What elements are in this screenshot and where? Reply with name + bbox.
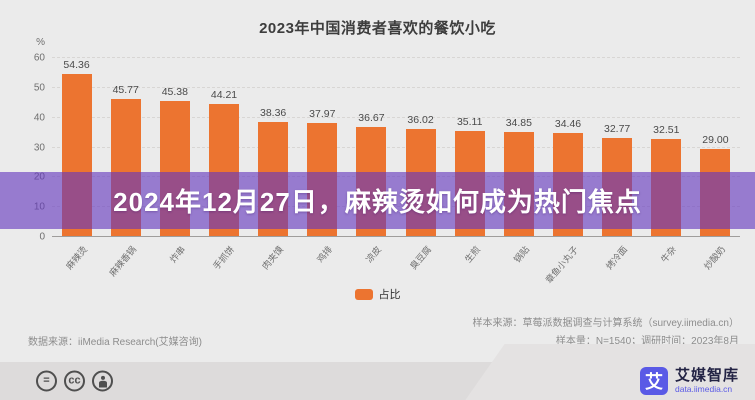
x-axis-label-肉夹馍: 肉夹馍	[260, 244, 286, 272]
cc-license-icons: = cc	[36, 370, 113, 392]
x-axis-label-炸串: 炸串	[167, 244, 188, 265]
x-axis-label-生煎: 生煎	[462, 244, 482, 265]
cc-icon: cc	[64, 370, 85, 392]
equals-icon: =	[36, 370, 57, 392]
brand-name: 艾媒智库	[674, 367, 739, 385]
x-axis-label-烤冷面: 烤冷面	[604, 244, 630, 272]
bar-value-label: 45.38	[161, 85, 188, 98]
y-tick-label: 30	[33, 142, 45, 153]
bar-value-label: 36.67	[358, 111, 385, 124]
legend-label: 占比	[378, 289, 401, 301]
iimedia-logo-icon: 艾	[639, 367, 668, 395]
data-source-note: 数据来源：iiMedia Research(艾媒咨询)	[28, 337, 202, 348]
x-axis-label-鸡排: 鸡排	[315, 244, 335, 265]
gridline-0: 0	[39, 232, 740, 243]
bar-value-label: 54.36	[63, 58, 90, 71]
y-tick-label: 0	[39, 231, 45, 243]
bar-value-label: 32.51	[653, 124, 680, 136]
bar-value-label: 34.46	[554, 118, 582, 131]
bar-value-label: 35.11	[456, 116, 483, 129]
gridline-60: 60	[34, 53, 740, 64]
bar-value-label: 32.77	[604, 123, 631, 136]
gridline-50: 50	[34, 82, 740, 93]
headline-banner: 2024年12月27日，麻辣烫如何成为热门焦点	[0, 172, 755, 229]
x-axis-label-臭豆腐: 臭豆腐	[407, 244, 433, 272]
y-axis-unit-label: %	[36, 37, 45, 48]
bar-value-label: 29.00	[702, 134, 729, 147]
brand-url: data.iimedia.cn	[674, 383, 733, 394]
gridline-40: 40	[34, 112, 740, 123]
x-axis-label-炒酸奶: 炒酸奶	[702, 244, 728, 272]
x-axis-label-凉皮: 凉皮	[364, 244, 384, 265]
x-axis-label-锅贴: 锅贴	[511, 244, 532, 265]
x-axis-label-麻辣烫: 麻辣烫	[63, 244, 89, 272]
sample-source-line2: 样本量：N=1540；调研时间：2023年8月	[555, 336, 739, 347]
person-icon	[92, 370, 113, 392]
bar-value-label: 38.36	[260, 106, 287, 119]
sample-source-line1: 样本来源：草莓派数据调查与计算系统（survey.iimedia.cn）	[472, 318, 739, 329]
chart-legend: 占比	[0, 286, 755, 302]
headline-text: 2024年12月27日，麻辣烫如何成为热门焦点	[113, 187, 642, 217]
x-axis-label-手抓饼: 手抓饼	[211, 244, 237, 272]
x-axis-label-牛杂: 牛杂	[659, 244, 679, 265]
y-tick-label: 50	[33, 82, 45, 94]
bar-value-label: 44.21	[210, 89, 238, 102]
x-axis-label-章鱼小丸子: 章鱼小丸子	[543, 244, 581, 286]
chart-title: 2023年中国消费者喜欢的餐饮小吃	[259, 20, 496, 37]
gridline-30: 30	[34, 142, 740, 153]
y-tick-label: 40	[33, 112, 45, 124]
bar-value-label: 37.97	[309, 107, 336, 120]
legend-swatch	[354, 288, 373, 300]
x-axis-label-麻辣香锅: 麻辣香锅	[107, 244, 138, 279]
brand-block: 艾 艾媒智库 data.iimedia.cn	[639, 367, 739, 395]
footer-bar: = cc 艾 艾媒智库 data.iimedia.cn	[0, 362, 755, 400]
bar-value-label: 34.85	[505, 117, 532, 130]
bar-value-label: 36.02	[407, 113, 434, 126]
bar-value-label: 45.77	[112, 84, 139, 97]
sample-source-note: 样本来源：草莓派数据调查与计算系统（survey.iimedia.cn） 样本量…	[472, 315, 739, 351]
y-tick-label: 60	[33, 52, 45, 64]
